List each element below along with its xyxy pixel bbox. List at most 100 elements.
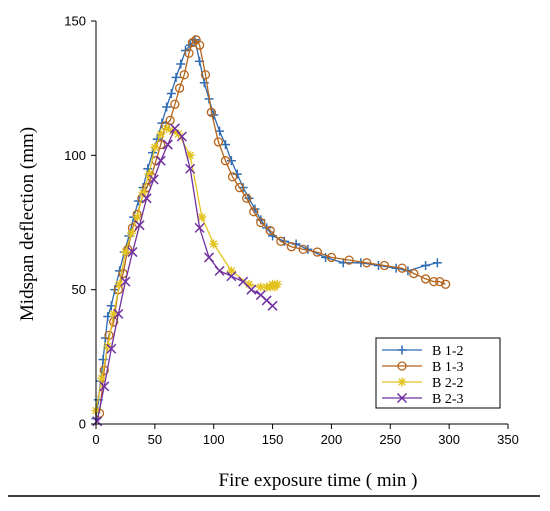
x-tick-label: 300 [438, 432, 460, 447]
data-point [148, 174, 159, 185]
y-axis-title: Midspan deflection (mm) [17, 127, 38, 321]
data-point [440, 279, 451, 289]
data-point [132, 212, 142, 222]
data-point [265, 225, 275, 236]
x-tick-label: 200 [321, 432, 343, 447]
data-point [155, 155, 166, 166]
data-point [169, 123, 180, 134]
data-point [220, 156, 231, 166]
data-point [109, 309, 119, 319]
data-point [156, 129, 166, 139]
y-tick-label: 50 [72, 282, 86, 297]
x-tick-label: 0 [92, 432, 99, 447]
data-point [213, 137, 224, 147]
data-point [234, 182, 245, 193]
data-point [232, 169, 242, 179]
legend-swatch-marker [396, 392, 408, 404]
data-point [194, 40, 205, 50]
x-tick-label: 50 [148, 432, 162, 447]
legend-item: B 2-3 [382, 392, 464, 407]
data-point [176, 59, 186, 69]
data-point [362, 258, 372, 268]
data-point [409, 268, 419, 279]
data-point [215, 126, 225, 136]
data-point [206, 107, 217, 117]
data-point [194, 222, 205, 233]
data-point [126, 228, 136, 238]
data-point [421, 260, 431, 270]
data-point [162, 102, 172, 112]
data-point [214, 265, 225, 276]
data-point [420, 274, 431, 284]
axes: 0 50 100 150 200 250 300 350 0 50 100 150 [64, 14, 519, 448]
data-point [176, 131, 187, 142]
data-point [397, 263, 407, 273]
data-point [379, 260, 390, 271]
data-point [106, 343, 117, 354]
legend-item: B 1-2 [382, 344, 464, 359]
x-tick-label: 100 [203, 432, 225, 447]
data-point [174, 83, 185, 93]
data-point [150, 142, 160, 152]
series-4 [92, 123, 278, 427]
data-point [120, 247, 130, 257]
data-point [185, 163, 196, 174]
data-point [321, 252, 331, 262]
data-point [256, 217, 266, 228]
data-point [179, 70, 189, 80]
data-point [106, 301, 116, 311]
data-point [200, 70, 211, 80]
legend-label: B 1-2 [432, 344, 464, 359]
series-line [96, 127, 274, 422]
data-point [227, 172, 238, 182]
legend-label: B 2-3 [432, 392, 464, 407]
data-point [429, 276, 439, 287]
data-point [291, 239, 301, 249]
data-point [272, 279, 282, 289]
data-point [344, 255, 354, 265]
legend-item: B 1-3 [382, 360, 464, 375]
data-point [226, 271, 237, 282]
data-point [226, 156, 236, 166]
data-point [170, 99, 180, 109]
data-point [184, 48, 194, 58]
data-point [197, 212, 207, 222]
x-tick-label: 250 [379, 432, 401, 447]
data-point [249, 207, 259, 217]
data-point [435, 276, 445, 287]
x-tick-label: 150 [262, 432, 284, 447]
legend-swatch-marker [397, 377, 407, 387]
data-point [276, 236, 286, 246]
data-point [267, 300, 278, 311]
x-axis-title: Fire exposure time ( min ) [219, 470, 418, 491]
data-point [97, 373, 107, 383]
data-point [209, 239, 219, 249]
data-point [171, 72, 181, 82]
data-point [220, 140, 230, 150]
data-point [203, 252, 215, 263]
y-tick-label: 150 [64, 14, 86, 29]
legend-swatch-marker [397, 361, 407, 371]
x-tick-label: 350 [497, 432, 519, 447]
legend-label: B 2-2 [432, 376, 464, 391]
data-point [298, 244, 308, 255]
data-point [242, 193, 252, 203]
data-point [326, 252, 337, 263]
plot-area [91, 35, 451, 427]
data-point [99, 381, 110, 392]
legend: B 1-2B 1-3B 2-2B 2-3 [375, 337, 501, 409]
y-tick-label: 100 [64, 148, 86, 163]
data-point [286, 242, 297, 252]
data-point [162, 139, 173, 150]
data-point [246, 284, 257, 295]
data-point [120, 276, 131, 287]
data-point [166, 89, 176, 99]
legend-label: B 1-3 [432, 360, 464, 375]
data-point [134, 220, 145, 231]
data-point [138, 188, 148, 198]
data-point [141, 193, 152, 204]
legend-item: B 2-2 [382, 376, 464, 391]
data-point [432, 258, 442, 268]
data-point [238, 276, 249, 287]
